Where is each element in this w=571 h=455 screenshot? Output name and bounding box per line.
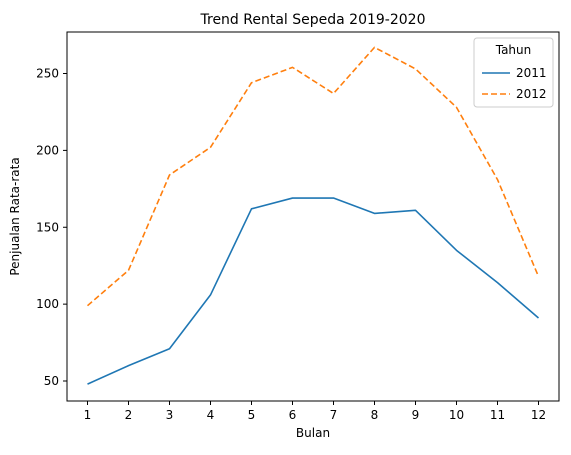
y-tick-label: 50: [44, 374, 59, 388]
x-tick-label: 6: [289, 408, 297, 422]
y-tick-label: 100: [36, 297, 59, 311]
x-tick-label: 8: [371, 408, 379, 422]
legend-label-2012: 2012: [516, 87, 547, 101]
legend: Tahun 2011 2012: [473, 37, 554, 108]
x-tick-label: 9: [412, 408, 420, 422]
legend-box: [473, 37, 554, 108]
y-tick-label: 150: [36, 220, 59, 234]
x-tick-label: 4: [207, 408, 215, 422]
y-axis: 50 100 150 200 250: [36, 67, 67, 388]
x-axis: 1 2 3 4 5 6 7 8 9 10 11 12: [84, 401, 546, 422]
legend-title: Tahun: [495, 43, 532, 57]
y-axis-label: Penjualan Rata-rata: [8, 157, 22, 275]
y-tick-label: 250: [36, 67, 59, 81]
x-tick-label: 3: [166, 408, 174, 422]
x-tick-label: 2: [125, 408, 133, 422]
legend-entries: 2011 2012: [482, 66, 547, 101]
x-tick-label: 5: [248, 408, 256, 422]
legend-label-2011: 2011: [516, 66, 547, 80]
series-line-2012: [86, 46, 540, 307]
x-axis-label: Bulan: [296, 426, 330, 440]
y-tick-label: 200: [36, 143, 59, 157]
x-tick-label: 7: [330, 408, 338, 422]
chart-title: Trend Rental Sepeda 2019-2020: [200, 12, 426, 28]
plot-frame: [66, 31, 560, 402]
x-tick-label: 1: [84, 408, 92, 422]
x-tick-label: 12: [531, 408, 546, 422]
x-tick-label: 11: [490, 408, 505, 422]
series-line-2011: [87, 197, 540, 385]
series-layer: [86, 46, 540, 385]
x-tick-label: 10: [449, 408, 464, 422]
